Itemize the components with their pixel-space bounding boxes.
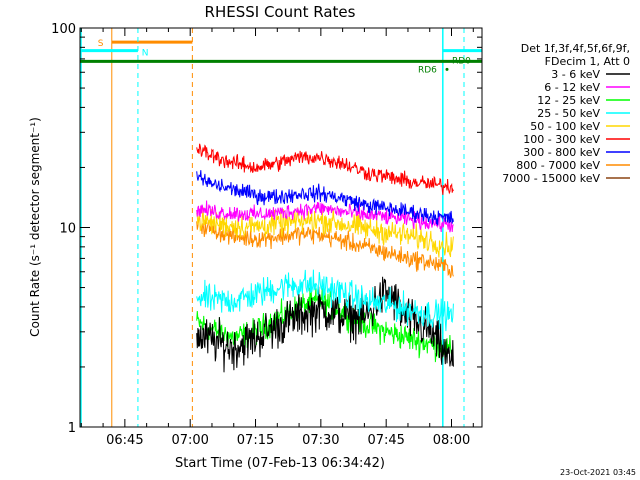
legend: Det 1f,3f,4f,5f,6f,9f,FDecim 1, Att 03 -… [502, 42, 630, 185]
y-axis-ticks: 1 10 100 [51, 22, 482, 436]
series-line-1 [196, 200, 454, 233]
series-line-7 [196, 215, 454, 278]
x-tick-label: 07:30 [302, 433, 339, 448]
legend-title-line: FDecim 1, Att 0 [545, 55, 630, 68]
annotation-labels: S N RD6 RD0 [98, 39, 471, 75]
x-tick-label: 08:00 [433, 433, 470, 448]
legend-entry-label: 800 - 7000 keV [516, 159, 600, 172]
x-tick-label: 06:45 [106, 433, 143, 448]
x-tick-label: 07:15 [237, 433, 274, 448]
y-tick-label: 10 [59, 222, 76, 237]
series-line-3 [196, 269, 454, 334]
y-tick-label: 1 [68, 421, 76, 436]
legend-entry-label: 3 - 6 keV [551, 68, 600, 81]
chart-title: RHESSI Count Rates [205, 3, 356, 21]
legend-entry-label: 300 - 800 keV [523, 146, 600, 159]
y-axis-label: Count Rate (s⁻¹ detector segment⁻¹) [28, 117, 42, 337]
rd0-label: RD0 [452, 56, 471, 66]
saa-label: S [98, 39, 104, 49]
rd6-dot [445, 67, 449, 71]
x-tick-label: 07:00 [171, 433, 208, 448]
legend-entry-label: 12 - 25 keV [537, 94, 600, 107]
series-line-5 [196, 143, 454, 195]
y-tick-label: 100 [51, 22, 76, 37]
series-line-6 [196, 170, 454, 226]
series-line-0 [196, 276, 454, 373]
x-axis-label: Start Time (07-Feb-13 06:34:42) [175, 456, 385, 471]
legend-entry-label: 7000 - 15000 keV [502, 172, 600, 185]
series-lines [196, 143, 454, 373]
x-tick-label: 07:45 [367, 433, 404, 448]
legend-entry-label: 50 - 100 keV [530, 120, 600, 133]
annotation-spans [80, 28, 482, 427]
rd6-label: RD6 [418, 65, 437, 75]
legend-entry-label: 25 - 50 keV [537, 107, 600, 120]
x-axis-ticks: 06:45 07:00 07:15 07:30 07:45 08:00 [80, 28, 474, 448]
legend-title-line: Det 1f,3f,4f,5f,6f,9f, [521, 42, 630, 55]
legend-entry-label: 100 - 300 keV [523, 133, 600, 146]
legend-entry-label: 6 - 12 keV [544, 81, 600, 94]
night-label: N [142, 49, 149, 59]
date-stamp: 23-Oct-2021 03:45 [560, 468, 636, 477]
series-line-4 [196, 207, 454, 258]
